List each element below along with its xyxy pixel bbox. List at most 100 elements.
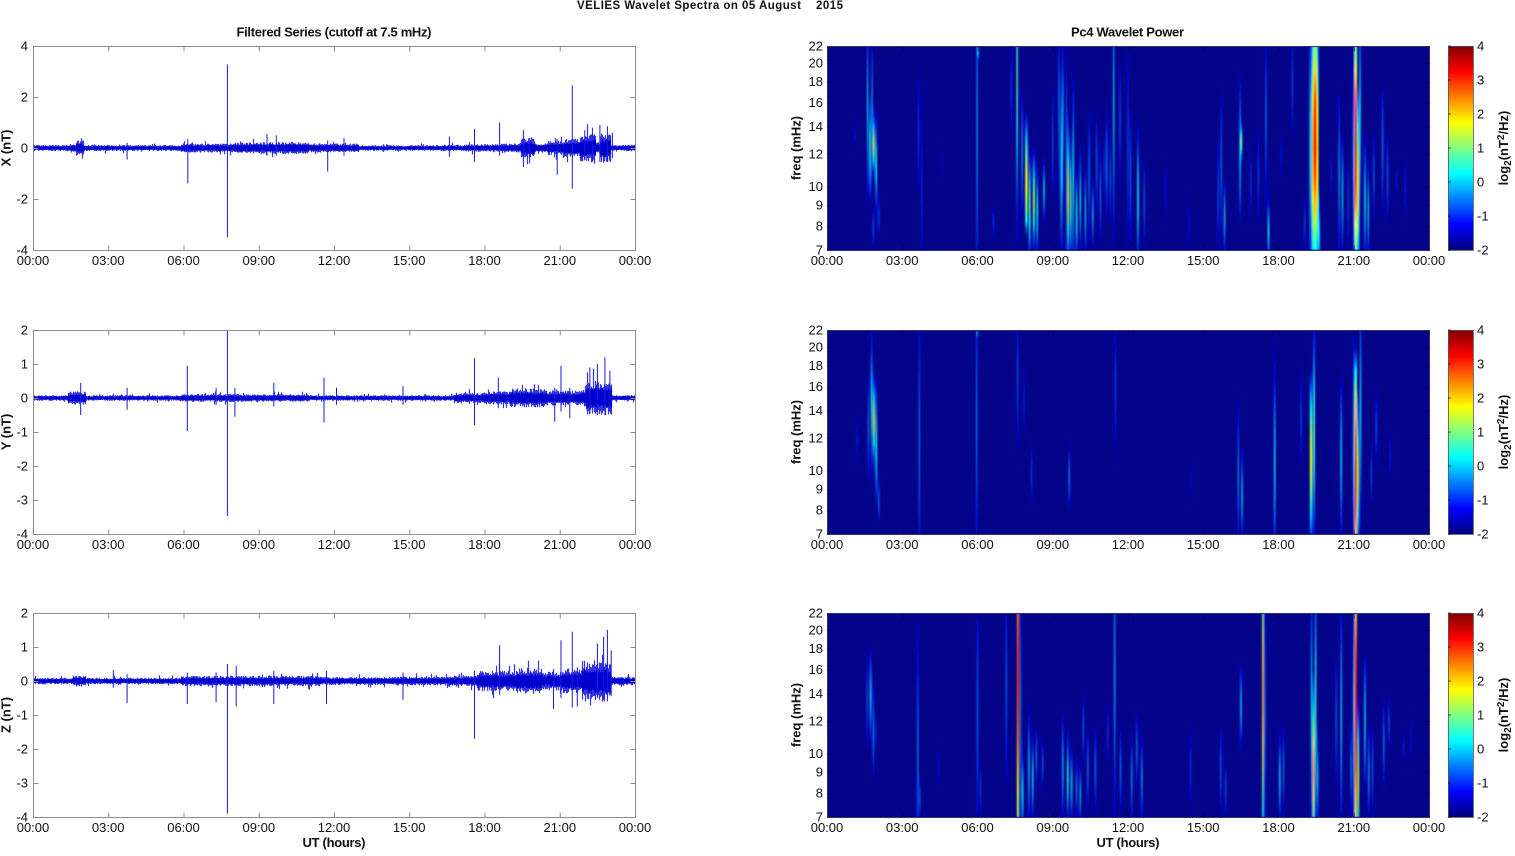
svg-text:03:00: 03:00 xyxy=(886,537,919,552)
svg-text:16: 16 xyxy=(809,379,823,394)
svg-text:16: 16 xyxy=(809,95,823,110)
svg-text:Z (nT): Z (nT) xyxy=(0,697,14,733)
svg-text:10: 10 xyxy=(809,746,823,761)
svg-text:7: 7 xyxy=(816,810,823,825)
svg-text:-2: -2 xyxy=(1477,810,1489,825)
svg-text:15:00: 15:00 xyxy=(1187,537,1220,552)
svg-text:14: 14 xyxy=(809,403,823,418)
svg-text:4: 4 xyxy=(1477,323,1484,338)
svg-text:1: 1 xyxy=(1477,708,1484,723)
svg-text:20: 20 xyxy=(809,340,823,355)
svg-text:18:00: 18:00 xyxy=(1262,537,1295,552)
svg-text:1: 1 xyxy=(1477,141,1484,156)
svg-text:21:00: 21:00 xyxy=(1338,820,1371,835)
svg-text:16: 16 xyxy=(809,662,823,677)
svg-text:Y (nT): Y (nT) xyxy=(0,414,14,451)
svg-text:-1: -1 xyxy=(1477,776,1489,791)
svg-text:7: 7 xyxy=(816,527,823,542)
svg-text:06:00: 06:00 xyxy=(167,253,200,268)
svg-text:4: 4 xyxy=(21,39,28,54)
svg-text:00:00: 00:00 xyxy=(619,537,652,552)
svg-text:03:00: 03:00 xyxy=(886,253,919,268)
svg-text:-4: -4 xyxy=(16,527,28,542)
svg-text:03:00: 03:00 xyxy=(886,820,919,835)
svg-text:12:00: 12:00 xyxy=(318,253,351,268)
svg-text:3: 3 xyxy=(1477,73,1484,88)
svg-text:freq (mHz): freq (mHz) xyxy=(789,400,804,464)
svg-text:3: 3 xyxy=(1477,357,1484,372)
svg-text:00:00: 00:00 xyxy=(17,537,50,552)
svg-text:9: 9 xyxy=(816,482,823,497)
svg-text:0: 0 xyxy=(21,391,28,406)
svg-text:21:00: 21:00 xyxy=(1338,253,1371,268)
svg-text:15:00: 15:00 xyxy=(1187,820,1220,835)
svg-text:00:00: 00:00 xyxy=(1413,253,1446,268)
svg-text:00:00: 00:00 xyxy=(619,820,652,835)
svg-text:freq (mHz): freq (mHz) xyxy=(789,116,804,180)
svg-text:00:00: 00:00 xyxy=(811,537,844,552)
svg-text:X (nT): X (nT) xyxy=(0,130,14,167)
svg-text:UT (hours): UT (hours) xyxy=(303,835,366,850)
svg-text:12:00: 12:00 xyxy=(1112,253,1145,268)
svg-text:12: 12 xyxy=(809,714,823,729)
svg-text:22: 22 xyxy=(809,39,823,54)
svg-text:09:00: 09:00 xyxy=(243,537,276,552)
svg-text:-1: -1 xyxy=(1477,493,1489,508)
svg-text:-3: -3 xyxy=(16,776,28,791)
svg-text:00:00: 00:00 xyxy=(619,253,652,268)
svg-text:2: 2 xyxy=(21,323,28,338)
svg-text:18:00: 18:00 xyxy=(468,537,501,552)
svg-text:Filtered Series (cutoff at 7.5: Filtered Series (cutoff at 7.5 mHz) xyxy=(237,25,432,40)
svg-text:12:00: 12:00 xyxy=(318,820,351,835)
svg-text:7: 7 xyxy=(816,243,823,258)
svg-text:log2(nT2/Hz): log2(nT2/Hz) xyxy=(1496,111,1514,186)
svg-text:8: 8 xyxy=(816,219,823,234)
svg-text:03:00: 03:00 xyxy=(92,253,125,268)
svg-text:4: 4 xyxy=(1477,606,1484,621)
svg-text:12: 12 xyxy=(809,431,823,446)
svg-text:18:00: 18:00 xyxy=(1262,253,1295,268)
svg-text:-2: -2 xyxy=(16,459,28,474)
svg-text:2: 2 xyxy=(1477,391,1484,406)
svg-text:-1: -1 xyxy=(16,425,28,440)
svg-text:0: 0 xyxy=(21,141,28,156)
svg-text:3: 3 xyxy=(1477,640,1484,655)
svg-text:12:00: 12:00 xyxy=(1112,820,1145,835)
svg-text:-2: -2 xyxy=(16,192,28,207)
svg-text:log2(nT2/Hz): log2(nT2/Hz) xyxy=(1496,395,1514,470)
svg-text:12: 12 xyxy=(809,147,823,162)
svg-text:9: 9 xyxy=(816,765,823,780)
svg-text:freq (mHz): freq (mHz) xyxy=(789,683,804,747)
svg-text:-2: -2 xyxy=(16,742,28,757)
svg-text:06:00: 06:00 xyxy=(167,537,200,552)
svg-text:21:00: 21:00 xyxy=(544,537,577,552)
svg-text:00:00: 00:00 xyxy=(1413,820,1446,835)
svg-text:-2: -2 xyxy=(1477,243,1489,258)
svg-text:-4: -4 xyxy=(16,243,28,258)
svg-text:UT (hours): UT (hours) xyxy=(1097,835,1160,850)
svg-text:09:00: 09:00 xyxy=(243,820,276,835)
svg-text:Pc4 Wavelet Power: Pc4 Wavelet Power xyxy=(1071,25,1184,40)
svg-text:15:00: 15:00 xyxy=(1187,253,1220,268)
svg-text:09:00: 09:00 xyxy=(1037,820,1070,835)
svg-text:12:00: 12:00 xyxy=(1112,537,1145,552)
svg-text:21:00: 21:00 xyxy=(544,253,577,268)
svg-text:0: 0 xyxy=(1477,459,1484,474)
svg-text:06:00: 06:00 xyxy=(961,820,994,835)
svg-text:2: 2 xyxy=(21,90,28,105)
svg-text:20: 20 xyxy=(809,56,823,71)
svg-text:1: 1 xyxy=(21,357,28,372)
svg-text:0: 0 xyxy=(1477,175,1484,190)
svg-text:2: 2 xyxy=(21,606,28,621)
svg-text:0: 0 xyxy=(21,674,28,689)
svg-text:21:00: 21:00 xyxy=(1338,537,1371,552)
svg-text:06:00: 06:00 xyxy=(167,820,200,835)
svg-text:VELIES Wavelet Spectra on 05 A: VELIES Wavelet Spectra on 05 August 2015 xyxy=(577,0,844,12)
svg-text:06:00: 06:00 xyxy=(961,253,994,268)
svg-text:log2(nT2/Hz): log2(nT2/Hz) xyxy=(1496,678,1514,753)
svg-text:09:00: 09:00 xyxy=(1037,537,1070,552)
svg-text:14: 14 xyxy=(809,686,823,701)
svg-text:15:00: 15:00 xyxy=(393,820,426,835)
svg-text:00:00: 00:00 xyxy=(17,253,50,268)
svg-text:09:00: 09:00 xyxy=(243,253,276,268)
